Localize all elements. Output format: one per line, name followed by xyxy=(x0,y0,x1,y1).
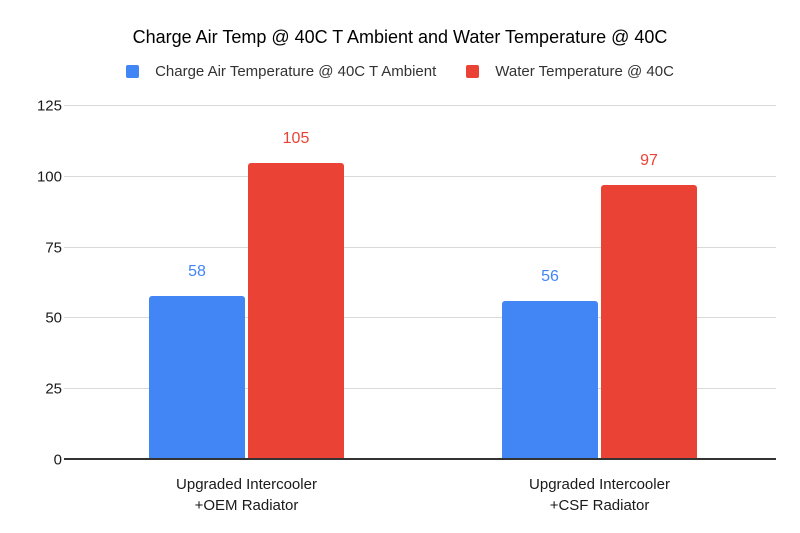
y-tick-label: 0 xyxy=(53,451,62,469)
bar-groups: 58 105 56 97 xyxy=(70,106,776,460)
legend-label: Water Temperature @ 40C xyxy=(495,63,674,80)
bar-cell: 56 xyxy=(502,106,598,460)
legend-swatch-icon xyxy=(126,65,140,78)
legend-swatch-icon xyxy=(466,65,480,78)
gridline xyxy=(64,175,776,177)
gridline xyxy=(64,246,776,248)
bar-group: 58 105 xyxy=(70,106,423,460)
y-tick-label: 125 xyxy=(36,97,62,115)
gridline xyxy=(64,317,776,319)
bar xyxy=(601,185,697,460)
plot-area: 0 25 50 75 100 125 58 105 56 97 xyxy=(37,99,776,468)
bar-cell: 105 xyxy=(248,106,344,460)
y-tick-label: 75 xyxy=(45,239,62,257)
bar-value-label: 56 xyxy=(541,268,559,286)
bar-cell: 58 xyxy=(149,106,245,460)
bar-value-label: 105 xyxy=(282,129,310,147)
bar-cell: 97 xyxy=(601,106,697,460)
y-tick-label: 100 xyxy=(36,168,62,186)
category-axis: Upgraded Intercooler +OEM Radiator Upgrad… xyxy=(70,474,776,516)
legend-item-charge-air-temperature: Charge Air Temperature @ 40C T Ambient xyxy=(126,63,436,80)
bar-value-label: 58 xyxy=(188,262,206,280)
bar-group: 56 97 xyxy=(423,106,776,460)
legend-label: Charge Air Temperature @ 40C T Ambient xyxy=(155,63,437,80)
y-tick-label: 25 xyxy=(45,380,62,398)
bar xyxy=(149,295,245,460)
gridline xyxy=(64,388,776,390)
category-label: Upgraded Intercooler +CSF Radiator xyxy=(529,476,670,514)
legend: Charge Air Temperature @ 40C T Ambient W… xyxy=(0,63,800,80)
gridline xyxy=(64,105,776,106)
bar-value-label: 97 xyxy=(640,152,658,170)
bar xyxy=(248,162,344,460)
y-tick-label: 50 xyxy=(45,309,62,327)
bar xyxy=(502,301,598,460)
x-axis-line xyxy=(64,458,776,460)
legend-item-water-temperature: Water Temperature @ 40C xyxy=(466,63,674,80)
chart-title: Charge Air Temp @ 40C T Ambient and Wate… xyxy=(132,27,668,47)
category-label: Upgraded Intercooler +OEM Radiator xyxy=(176,476,317,514)
